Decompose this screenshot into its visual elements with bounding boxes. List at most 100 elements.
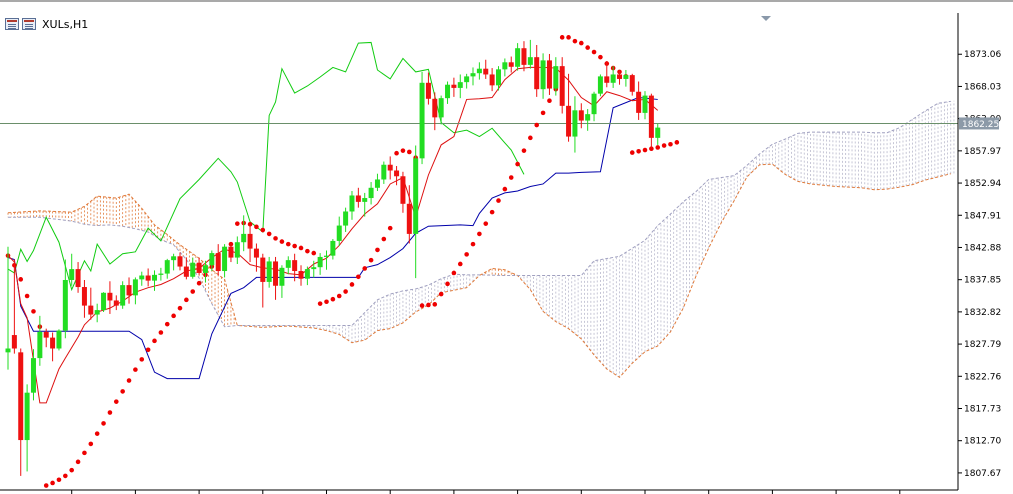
candle[interactable] <box>24 384 30 472</box>
candle[interactable] <box>483 59 489 79</box>
candle[interactable] <box>222 244 228 278</box>
candle[interactable] <box>425 72 431 105</box>
candle[interactable] <box>394 166 400 186</box>
candle[interactable] <box>317 253 323 275</box>
candle[interactable] <box>196 257 202 275</box>
candle[interactable] <box>515 43 521 71</box>
candle[interactable] <box>228 243 234 263</box>
candle[interactable] <box>585 109 591 131</box>
candle[interactable] <box>604 61 610 88</box>
candle[interactable] <box>101 292 107 313</box>
candle[interactable] <box>438 95 444 125</box>
candle[interactable] <box>113 295 119 311</box>
candle[interactable] <box>559 57 565 114</box>
candle[interactable] <box>374 173 380 191</box>
candle[interactable] <box>107 281 113 314</box>
candle[interactable] <box>445 81 451 104</box>
candle[interactable] <box>158 267 164 281</box>
candle[interactable] <box>37 315 43 366</box>
candle[interactable] <box>132 277 138 305</box>
candle[interactable] <box>617 70 623 85</box>
candle[interactable] <box>266 256 272 288</box>
candle[interactable] <box>183 257 189 280</box>
candle[interactable] <box>330 239 336 260</box>
candle[interactable] <box>75 262 81 293</box>
candle[interactable] <box>30 349 36 401</box>
candle[interactable] <box>597 74 603 97</box>
candle[interactable] <box>171 253 177 271</box>
candle[interactable] <box>81 279 87 318</box>
shift-marker-icon[interactable] <box>761 16 771 21</box>
candle[interactable] <box>451 77 457 97</box>
candle[interactable] <box>139 271 145 286</box>
candle[interactable] <box>324 250 329 270</box>
candle[interactable] <box>636 81 642 120</box>
candle[interactable] <box>495 66 501 91</box>
candle[interactable] <box>190 257 196 279</box>
candle[interactable] <box>578 103 584 129</box>
candle[interactable] <box>292 253 298 282</box>
candle[interactable] <box>400 171 406 213</box>
candle[interactable] <box>241 215 247 252</box>
candle[interactable] <box>476 62 482 80</box>
candle[interactable] <box>406 185 412 244</box>
candle[interactable] <box>56 329 62 351</box>
candle[interactable] <box>285 256 291 275</box>
candle[interactable] <box>387 156 393 180</box>
candle[interactable] <box>279 265 285 298</box>
candle[interactable] <box>336 216 342 247</box>
candle[interactable] <box>610 66 616 88</box>
candle[interactable] <box>553 57 559 96</box>
candle[interactable] <box>457 74 463 99</box>
candle[interactable] <box>298 265 304 286</box>
candle[interactable] <box>126 277 132 304</box>
candle[interactable] <box>489 68 495 92</box>
candle[interactable] <box>629 73 635 96</box>
candle[interactable] <box>253 243 259 272</box>
candle[interactable] <box>260 253 266 308</box>
candle[interactable] <box>88 287 94 320</box>
candle[interactable] <box>69 253 75 286</box>
candle[interactable] <box>655 123 661 145</box>
candle[interactable] <box>546 53 552 95</box>
candle[interactable] <box>11 259 17 354</box>
candle[interactable] <box>368 182 374 205</box>
candle[interactable] <box>648 93 654 149</box>
candle[interactable] <box>234 236 240 264</box>
candle[interactable] <box>18 348 24 476</box>
candle[interactable] <box>566 73 572 142</box>
candle[interactable] <box>50 332 56 362</box>
candle[interactable] <box>43 328 49 348</box>
candle[interactable] <box>152 270 158 291</box>
candle[interactable] <box>120 281 126 309</box>
candle[interactable] <box>591 91 597 122</box>
candle[interactable] <box>311 260 317 278</box>
candle[interactable] <box>502 58 508 77</box>
candle[interactable] <box>432 92 438 131</box>
candle[interactable] <box>623 69 629 87</box>
candle[interactable] <box>534 45 540 97</box>
candle[interactable] <box>62 259 68 339</box>
candle[interactable] <box>209 250 215 272</box>
candle[interactable] <box>642 91 648 120</box>
candle[interactable] <box>508 56 514 73</box>
candle[interactable] <box>215 244 221 276</box>
candle[interactable] <box>470 67 476 86</box>
candle[interactable] <box>572 96 578 153</box>
candle[interactable] <box>304 266 310 286</box>
candle[interactable] <box>464 73 470 89</box>
candle[interactable] <box>540 53 546 99</box>
candle[interactable] <box>145 268 151 287</box>
candle[interactable] <box>521 41 527 72</box>
candle[interactable] <box>5 246 11 370</box>
candle[interactable] <box>177 252 183 271</box>
candle[interactable] <box>527 39 533 69</box>
candle[interactable] <box>164 258 170 279</box>
candle[interactable] <box>343 207 349 232</box>
candle[interactable] <box>381 161 387 184</box>
candle[interactable] <box>247 224 253 263</box>
candle[interactable] <box>94 303 100 323</box>
candle[interactable] <box>362 192 368 217</box>
candle[interactable] <box>202 260 208 283</box>
